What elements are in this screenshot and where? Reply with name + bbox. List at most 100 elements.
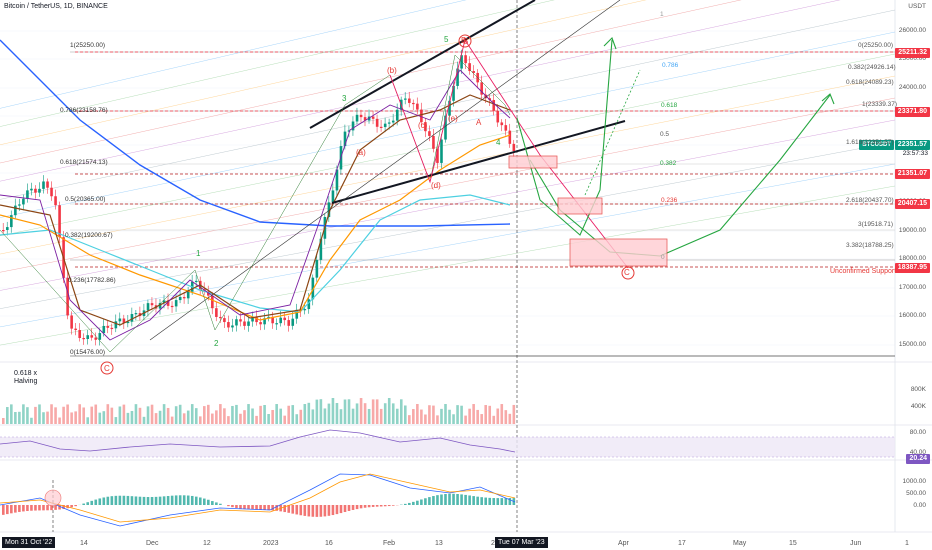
- volume-bar: [58, 417, 61, 424]
- volume-bar: [432, 405, 435, 424]
- volume-bar: [331, 398, 335, 424]
- volume-bar: [263, 405, 266, 424]
- macd-bar: [363, 505, 367, 508]
- candle-body: [315, 259, 319, 278]
- price-tick: 19000.00: [898, 227, 926, 234]
- volume-bar: [484, 405, 487, 424]
- candle-body: [6, 227, 9, 230]
- target-zone-3: [569, 238, 668, 267]
- price-label: 21351.07: [894, 169, 930, 179]
- candle-body: [235, 319, 238, 326]
- candle-body: [66, 277, 69, 316]
- macd-line: [0, 473, 516, 527]
- fib-fan-line: [0, 53, 896, 237]
- wave-b-letter: B: [461, 36, 467, 45]
- macd-bar: [18, 505, 21, 512]
- volume-bar: [38, 404, 41, 424]
- price-tick: 25000.00: [898, 55, 926, 62]
- candle-body: [444, 115, 447, 140]
- macd-bar: [500, 498, 504, 505]
- candle-body: [428, 131, 431, 136]
- volume-bar: [34, 406, 37, 424]
- candle-body: [106, 325, 110, 328]
- macd-bar: [154, 496, 158, 505]
- macd-bar: [480, 497, 483, 505]
- volume-bar: [154, 413, 158, 424]
- macd-bar: [283, 505, 286, 513]
- macd-bar: [315, 505, 319, 517]
- candle-body: [90, 335, 94, 338]
- macd-bar: [508, 498, 512, 505]
- candle-body: [291, 318, 295, 326]
- volume-bar: [54, 407, 57, 424]
- fib-left-label: 0.236(17782.86): [68, 277, 116, 284]
- volume-bar: [170, 416, 174, 424]
- ma-50-line: [0, 134, 511, 321]
- volume-bar: [14, 412, 17, 424]
- candle-body: [34, 188, 37, 193]
- volume-bar: [303, 404, 307, 424]
- candle-body: [436, 148, 439, 163]
- volume-bar: [371, 399, 375, 424]
- candle-body: [118, 318, 122, 322]
- macd-bar: [194, 496, 198, 505]
- time-tick: 17: [678, 540, 686, 547]
- macd-bar: [379, 505, 383, 507]
- volume-bar: [50, 404, 53, 424]
- wave-label: 4: [496, 138, 501, 147]
- volume-bar: [74, 411, 77, 424]
- macd-bar: [122, 495, 126, 505]
- macd-bar: [114, 495, 118, 505]
- macd-bar: [2, 505, 5, 515]
- volume-bar: [339, 409, 343, 424]
- fib-fan-line: [0, 75, 896, 255]
- macd-bar: [203, 498, 206, 505]
- candle-body: [219, 316, 222, 319]
- volume-bar: [6, 407, 9, 424]
- candle-body: [432, 135, 435, 149]
- volume-bar: [512, 404, 516, 424]
- macd-bar: [251, 505, 254, 510]
- candle-body: [391, 120, 395, 123]
- candle-body: [408, 98, 411, 103]
- candle-body: [2, 230, 5, 232]
- macd-bar: [291, 505, 295, 514]
- volume-bar: [319, 399, 323, 424]
- macd-bar: [58, 505, 61, 510]
- macd-bar: [98, 498, 102, 505]
- fib-right-label: 0(25250.00): [858, 42, 894, 49]
- candle-body: [162, 300, 166, 304]
- macd-bar: [94, 499, 98, 505]
- candle-body: [259, 322, 262, 325]
- macd-bar: [448, 493, 451, 505]
- volume-bar: [247, 404, 250, 424]
- macd-bar: [14, 505, 17, 513]
- candle-body: [211, 295, 214, 309]
- candle-body: [267, 316, 270, 319]
- volume-bar: [86, 417, 90, 424]
- fib-fan-line: [0, 31, 896, 218]
- wave-label: 1: [196, 249, 201, 258]
- volume-tick: 400K: [910, 403, 926, 410]
- macd-bar: [343, 505, 347, 513]
- macd-bar: [416, 500, 419, 505]
- volume-bar: [30, 417, 33, 424]
- wave-b-circle: [458, 34, 472, 48]
- macd-bar: [476, 496, 479, 505]
- candle-body: [379, 126, 383, 129]
- candle-body: [283, 317, 286, 321]
- volume-bar: [46, 411, 49, 424]
- candle-body: [263, 318, 266, 325]
- volume-bar: [106, 404, 110, 424]
- volume-bar: [42, 412, 45, 424]
- volume-bar: [251, 408, 254, 424]
- volume-bar: [26, 407, 29, 424]
- time-tick: May: [733, 540, 747, 547]
- macd-bar: [146, 497, 150, 505]
- wave-label: B: [463, 37, 469, 46]
- candle-body: [223, 318, 226, 323]
- macd-bar: [367, 505, 371, 508]
- wave-label: (a): [356, 148, 366, 157]
- candle-body: [295, 309, 299, 319]
